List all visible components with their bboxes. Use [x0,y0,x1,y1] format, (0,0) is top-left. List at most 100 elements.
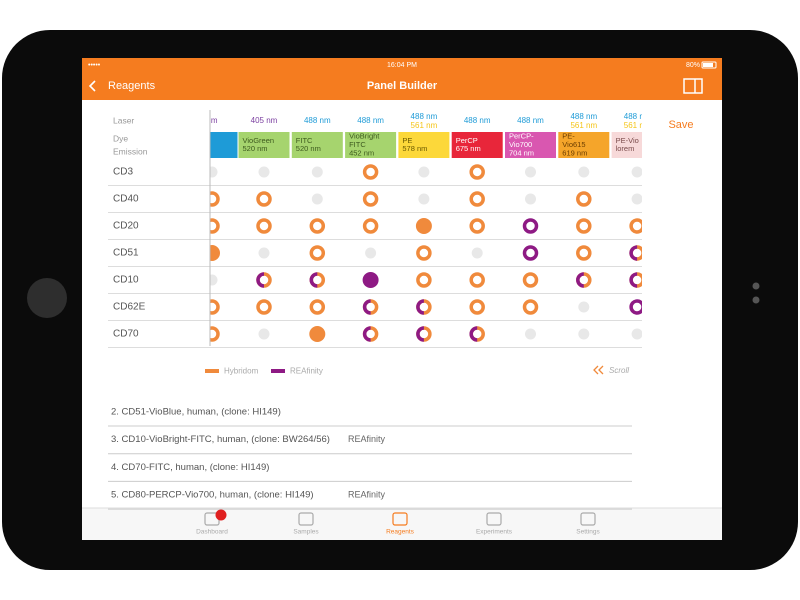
ring-cell[interactable] [362,164,379,180]
ring-cell[interactable] [522,299,539,315]
row-label: CD40 [113,194,139,205]
back-arrow[interactable] [88,80,96,92]
back-link[interactable]: Reagents [108,80,156,92]
tab-label[interactable]: Dashboard [196,529,228,536]
empty-cell[interactable] [365,247,377,259]
mixed-cell[interactable] [416,299,432,315]
dye-name: VioBright [349,132,380,141]
row-labels: Laser Dye Emission CD3 CD40 CD20 CD51 CD10 CD62E… [108,115,210,348]
tab-label[interactable]: Samples [293,529,319,536]
ring-cell[interactable] [629,218,643,234]
mixed-cell[interactable] [416,326,432,342]
ring-cell[interactable] [469,191,485,207]
ring-cell[interactable] [309,299,326,315]
ring-cell[interactable] [522,218,539,234]
ring-cell[interactable] [576,245,592,261]
dye-name: PE- [562,132,575,141]
empty-cell[interactable] [578,166,590,178]
empty-cell[interactable] [207,274,218,286]
ring-cell[interactable] [416,245,432,261]
empty-cell[interactable] [311,166,323,178]
ring-cell[interactable] [576,218,592,234]
nav-bar [82,58,722,100]
mixed-cell[interactable] [469,326,485,342]
empty-cell[interactable] [418,193,430,205]
empty-cell[interactable] [525,193,536,205]
tab-label[interactable]: Experiments [476,529,513,536]
ring-cell[interactable] [206,299,220,315]
ring-cell[interactable] [362,218,379,234]
ring-cell[interactable] [629,299,643,315]
mixed-cell[interactable] [309,272,326,288]
emission: 520 nm [296,144,321,153]
reagent-item[interactable]: 3. CD10-VioBright-FITC, human, (clone: B… [111,434,330,445]
ring-cell[interactable] [416,272,432,288]
filled-cell[interactable] [204,245,220,261]
empty-cell[interactable] [258,328,270,340]
scroll-icon [593,365,604,375]
ring-cell[interactable] [469,218,485,234]
ring-cell[interactable] [309,245,326,261]
home-button[interactable] [27,278,67,318]
ring-cell[interactable] [469,164,485,180]
empty-cell[interactable] [578,328,590,340]
ring-cell[interactable] [256,218,272,234]
split-view-button[interactable] [683,78,703,94]
emission: 675 nm [456,144,481,153]
mixed-cell[interactable] [362,326,379,342]
reagent-item[interactable]: 2. CD51-VioBlue, human, (clone: HI149) [111,407,281,418]
empty-cell[interactable] [311,193,323,205]
empty-cell[interactable] [258,166,270,178]
ring-cell[interactable] [206,326,220,342]
ring-cell[interactable] [256,299,272,315]
mixed-arc [576,272,585,288]
filled-cell[interactable] [362,272,379,288]
ring-cell[interactable] [522,272,539,288]
scroll-hint[interactable]: Scroll [609,366,629,375]
empty-cell[interactable] [258,247,270,259]
empty-cell[interactable] [525,328,536,340]
ring-cell[interactable] [576,191,592,207]
filled-cell[interactable] [415,218,432,234]
empty-cell[interactable] [631,193,643,205]
empty-cell[interactable] [578,301,590,313]
mixed-cell[interactable] [362,299,379,315]
ring-cell[interactable] [362,191,379,207]
mixed-cell[interactable] [629,272,643,288]
tab-label[interactable]: Settings [576,529,600,536]
emission: 452 nm [349,148,374,157]
dye-block [238,132,290,158]
ring-cell[interactable] [469,299,485,315]
mixed-arc [416,299,425,315]
reagent-tag: REAfinity [348,434,386,444]
save-button[interactable]: Save [668,119,693,131]
ring-cell[interactable] [206,218,220,234]
reagent-item[interactable]: 4. CD70-FITC, human, (clone: HI149) [111,462,269,473]
ring-cell[interactable] [256,191,272,207]
signal: ••••• [88,62,101,69]
ring-cell[interactable] [309,218,326,234]
row-header: Dye [113,133,128,143]
dye-block [398,132,450,158]
reagent-item[interactable]: 5. CD80-PERCP-Vio700, human, (clone: HI1… [111,490,314,501]
mixed-cell[interactable] [629,245,643,261]
dye-block [345,132,397,158]
filled-cell[interactable] [309,326,326,342]
empty-cell[interactable] [471,247,483,259]
mixed-arc [309,272,318,288]
empty-cell[interactable] [418,166,430,178]
empty-cell[interactable] [207,166,218,178]
empty-cell[interactable] [525,166,536,178]
mixed-arc [629,245,638,261]
mixed-cell[interactable] [576,272,592,288]
ring-cell[interactable] [206,191,220,207]
mixed-arc [629,272,638,288]
laser-label: 561 nm [411,121,438,130]
empty-cell[interactable] [631,328,643,340]
ring-cell[interactable] [469,272,485,288]
ring-cell[interactable] [522,245,539,261]
empty-cell[interactable] [631,166,643,178]
tab-label[interactable]: Reagents [386,529,415,536]
mixed-cell[interactable] [256,272,272,288]
